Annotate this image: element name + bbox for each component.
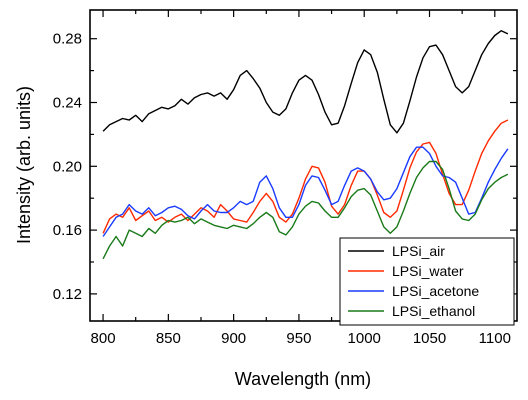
x-tick-label: 950 [286, 330, 311, 347]
x-tick-label: 1000 [348, 330, 381, 347]
y-tick-label: 0.24 [53, 95, 82, 112]
legend-label: LPSi_air [392, 243, 445, 259]
x-tick-label: 1050 [413, 330, 446, 347]
legend: LPSi_air LPSi_water LPSi_acetone LPSi_ethan… [339, 237, 515, 326]
series-line-lpsi-ethanol [102, 160, 509, 260]
y-tick-label: 0.12 [53, 286, 82, 303]
x-tick-label: 850 [156, 330, 181, 347]
x-axis-title: Wavelength (nm) [235, 369, 371, 389]
legend-label: LPSi_water [392, 263, 464, 279]
series-line-lpsi-acetone [102, 146, 509, 237]
plot-frame [89, 9, 518, 322]
y-tick-label: 0.20 [53, 158, 82, 175]
y-axis-title: Intensity (arb. units) [14, 86, 34, 244]
y-axis: 0.12 0.16 0.20 0.24 0.28 [53, 31, 517, 303]
y-tick-label: 0.16 [53, 222, 82, 239]
x-axis: 800 850 900 950 1000 1050 1100 [91, 10, 511, 347]
legend-label: LPSi_acetone [392, 283, 479, 299]
legend-label: LPSi_ethanol [392, 303, 475, 319]
series-line-lpsi-air [102, 30, 509, 134]
series-layer [102, 30, 509, 260]
x-tick-label: 900 [221, 330, 246, 347]
x-tick-label: 800 [91, 330, 116, 347]
x-tick-label: 1100 [479, 330, 511, 347]
y-tick-label: 0.28 [53, 31, 82, 48]
